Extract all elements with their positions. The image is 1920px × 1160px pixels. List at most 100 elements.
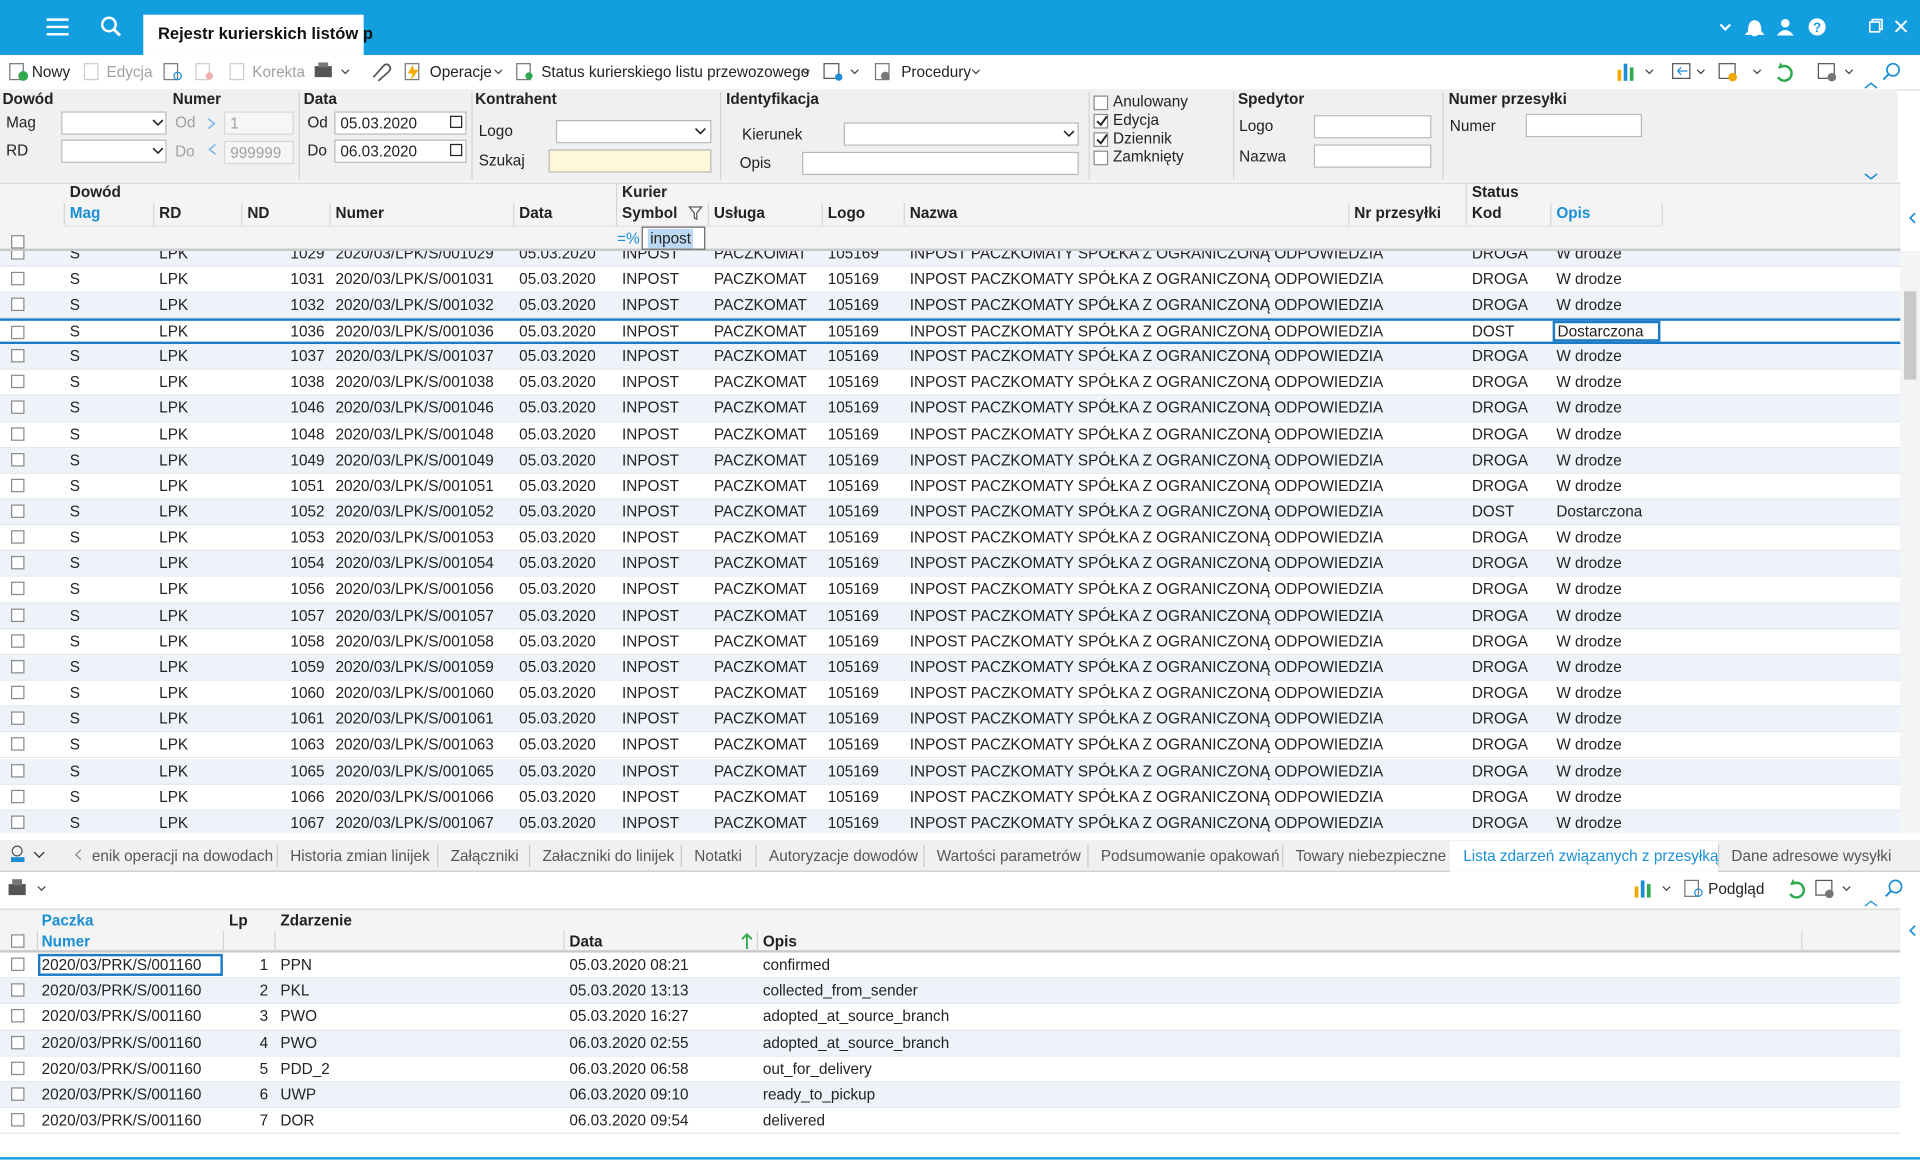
tab-menu-icon[interactable] (7, 845, 82, 865)
collapse-icon[interactable] (1900, 921, 1920, 941)
row-checkbox[interactable] (11, 1035, 25, 1049)
grid-row[interactable]: S LPK 1049 2020/03/LPK/S/001049 05.03.2020 IN… (0, 447, 1901, 474)
column-header[interactable]: Kod (1471, 204, 1502, 222)
tab[interactable]: Wartości parametrów (936, 847, 1081, 865)
row-checkbox[interactable] (11, 582, 25, 596)
date-to-input[interactable]: 06.03.2020 (334, 139, 467, 163)
row-checkbox[interactable] (11, 452, 25, 467)
select-all-checkbox[interactable] (11, 934, 25, 948)
tab[interactable]: Lista zdarzeń związanych z przesyłką (1463, 847, 1719, 865)
search-icon[interactable] (100, 16, 122, 38)
detail-row[interactable]: 2020/03/PRK/S/001160 1 PPN 05.03.2020 08:21… (0, 952, 1901, 979)
grid-row[interactable]: S LPK 1036 2020/03/LPK/S/001036 05.03.2020 IN… (0, 318, 1901, 345)
column-header[interactable]: Data (569, 933, 603, 951)
description-input[interactable] (802, 151, 1079, 176)
row-checkbox[interactable] (11, 789, 25, 803)
column-header[interactable]: Symbol (622, 204, 678, 222)
tab[interactable]: Notatki (694, 847, 742, 865)
direction-select[interactable] (843, 122, 1079, 146)
row-checkbox[interactable] (11, 633, 25, 648)
column-header[interactable]: Numer (335, 204, 384, 222)
select-all-checkbox[interactable] (11, 235, 25, 249)
toolbar-right-icons[interactable] (1614, 60, 1914, 84)
row-checkbox[interactable] (11, 251, 25, 259)
detail-row[interactable]: 2020/03/PRK/S/001160 7 DOR 06.03.2020 09:54… (0, 1108, 1901, 1135)
tab[interactable]: Historia zmian linijek (290, 847, 430, 865)
row-checkbox[interactable] (11, 685, 25, 700)
row-checkbox[interactable] (11, 957, 25, 972)
column-header[interactable]: Logo (827, 204, 866, 222)
grid-row[interactable]: S LPK 1061 2020/03/LPK/S/001061 05.03.2020 IN… (0, 706, 1901, 733)
mag-select[interactable] (61, 111, 167, 135)
correction-button[interactable]: Korekta (252, 63, 306, 81)
contractor-select[interactable] (555, 119, 712, 144)
column-header[interactable]: Numer (41, 933, 91, 951)
row-checkbox[interactable] (11, 1009, 25, 1023)
row-checkbox[interactable] (11, 983, 25, 997)
row-checkbox[interactable] (11, 504, 25, 518)
grid-row[interactable]: S LPK 1046 2020/03/LPK/S/001046 05.03.2020 IN… (0, 395, 1901, 422)
operations-button[interactable]: Operacje (429, 63, 492, 81)
tab[interactable]: Towary niebezpieczne (1295, 847, 1447, 865)
grid-row[interactable]: S LPK 1052 2020/03/LPK/S/001052 05.03.2020 IN… (0, 499, 1901, 526)
filter-icon[interactable] (688, 206, 703, 221)
forwarder-logo-input[interactable] (1313, 115, 1432, 139)
grid-row[interactable]: S LPK 1048 2020/03/LPK/S/001048 05.03.2020 IN… (0, 421, 1901, 448)
row-checkbox[interactable] (11, 815, 25, 829)
column-header[interactable]: Data (519, 204, 553, 222)
date-from-input[interactable]: 05.03.2020 (334, 111, 467, 135)
row-checkbox[interactable] (11, 763, 25, 777)
column-header[interactable]: Nr przesyłki (1354, 204, 1442, 222)
grid-row[interactable]: S LPK 1032 2020/03/LPK/S/001032 05.03.2020 IN… (0, 292, 1901, 319)
procedures-button[interactable]: Procedury (901, 63, 972, 81)
grid-row[interactable]: S LPK 1066 2020/03/LPK/S/001066 05.03.2020 IN… (0, 784, 1901, 811)
edit-button[interactable]: Edycja (106, 63, 153, 81)
column-header[interactable]: Opis (1556, 204, 1591, 222)
status-button[interactable]: Status kurierskiego listu przewozowego (541, 63, 810, 81)
window-controls[interactable]: ? (1714, 17, 1910, 39)
row-checkbox[interactable] (11, 659, 25, 674)
shipment-number-input[interactable] (1525, 113, 1643, 138)
column-header[interactable]: Nazwa (909, 204, 958, 222)
grid-row[interactable]: S LPK 1060 2020/03/LPK/S/001060 05.03.2020 IN… (0, 680, 1901, 707)
grid-row[interactable]: S LPK 1065 2020/03/LPK/S/001065 05.03.2020 IN… (0, 758, 1901, 785)
detail-row[interactable]: 2020/03/PRK/S/001160 4 PWO 06.03.2020 02:55… (0, 1030, 1901, 1057)
grid-row[interactable]: S LPK 1058 2020/03/LPK/S/001058 05.03.2020 IN… (0, 629, 1901, 655)
row-checkbox[interactable] (11, 608, 25, 622)
row-checkbox[interactable] (11, 1061, 25, 1075)
row-checkbox[interactable] (11, 711, 25, 726)
new-button[interactable]: Nowy (31, 63, 71, 81)
flag-checkbox[interactable] (1093, 113, 1109, 129)
flag-checkbox[interactable] (1093, 132, 1109, 147)
grid-row[interactable]: S LPK 1051 2020/03/LPK/S/001051 05.03.2020 IN… (0, 473, 1901, 500)
detail-row[interactable]: 2020/03/PRK/S/001160 6 UWP 06.03.2020 09:10… (0, 1082, 1901, 1109)
flag-checkbox[interactable] (1093, 150, 1109, 166)
detail-row[interactable]: 2020/03/PRK/S/001160 3 PWO 05.03.2020 16:27… (0, 1004, 1901, 1031)
search-input[interactable] (548, 149, 712, 173)
row-checkbox[interactable] (11, 325, 25, 340)
rd-select[interactable] (61, 139, 167, 163)
detail-print-icon[interactable] (7, 878, 56, 900)
grid-row[interactable]: S LPK 1037 2020/03/LPK/S/001037 05.03.2020 IN… (0, 344, 1901, 371)
column-header[interactable]: RD (159, 204, 182, 222)
forwarder-name-input[interactable] (1313, 144, 1432, 168)
grid-row[interactable]: S LPK 1053 2020/03/LPK/S/001053 05.03.2020 IN… (0, 525, 1901, 552)
row-checkbox[interactable] (11, 374, 25, 389)
row-checkbox[interactable] (11, 478, 25, 493)
row-checkbox[interactable] (11, 426, 25, 441)
grid-row[interactable]: S LPK 1056 2020/03/LPK/S/001056 05.03.2020 IN… (0, 577, 1901, 604)
tab[interactable]: Autoryzacje dowodów (768, 847, 918, 865)
row-checkbox[interactable] (11, 1113, 25, 1127)
number-from-input[interactable]: 1 (224, 111, 294, 135)
detail-row[interactable]: 2020/03/PRK/S/001160 2 PKL 05.03.2020 13:13… (0, 978, 1901, 1005)
grid-row[interactable]: S LPK 1038 2020/03/LPK/S/001038 05.03.2020 IN… (0, 370, 1901, 396)
grid-row[interactable]: S LPK 1063 2020/03/LPK/S/001063 05.03.2020 IN… (0, 732, 1901, 759)
tab[interactable]: Podsumowanie opakowań (1100, 847, 1280, 865)
tab[interactable]: Załaczniki do linijek (542, 847, 675, 865)
detail-toolbar-icons[interactable] (1631, 877, 1913, 907)
column-header[interactable]: Mag (69, 204, 101, 222)
number-to-input[interactable]: 999999 (224, 140, 294, 165)
menu-icon[interactable] (46, 17, 71, 37)
tab[interactable]: Dane adresowe wysyłki (1731, 847, 1892, 865)
active-tab[interactable] (1449, 841, 1718, 872)
